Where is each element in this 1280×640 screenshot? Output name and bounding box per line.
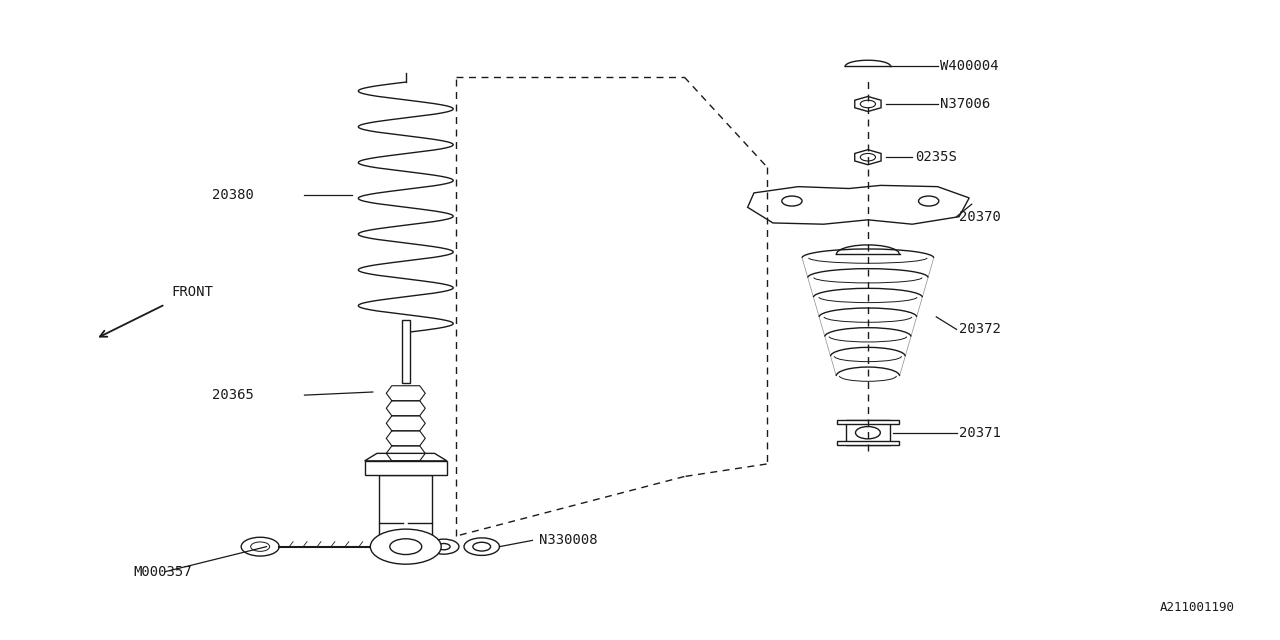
Circle shape	[919, 196, 938, 206]
Circle shape	[390, 539, 421, 554]
Text: N37006: N37006	[940, 97, 991, 111]
Circle shape	[860, 100, 876, 108]
Text: FRONT: FRONT	[172, 285, 214, 300]
Polygon shape	[855, 150, 881, 164]
Bar	[837, 442, 899, 445]
Text: N330008: N330008	[539, 533, 598, 547]
Circle shape	[241, 537, 279, 556]
Text: 20370: 20370	[959, 210, 1001, 224]
Bar	[846, 420, 890, 445]
Bar	[402, 320, 410, 383]
Circle shape	[855, 427, 881, 439]
Circle shape	[429, 539, 460, 554]
Circle shape	[438, 543, 451, 550]
Circle shape	[840, 190, 896, 218]
Circle shape	[855, 198, 881, 211]
Text: 20380: 20380	[212, 188, 253, 202]
Bar	[837, 420, 899, 424]
Text: M000357: M000357	[133, 564, 192, 579]
Bar	[860, 190, 876, 218]
Text: 20371: 20371	[959, 426, 1001, 440]
Text: W400004: W400004	[940, 60, 998, 74]
Text: 20372: 20372	[959, 323, 1001, 337]
Circle shape	[860, 154, 876, 161]
Circle shape	[782, 196, 803, 206]
Polygon shape	[365, 453, 447, 461]
Circle shape	[465, 538, 499, 556]
Text: 0235S: 0235S	[915, 150, 956, 164]
Bar	[379, 475, 433, 524]
Bar	[365, 461, 447, 475]
Circle shape	[370, 529, 442, 564]
Circle shape	[251, 542, 270, 551]
Polygon shape	[855, 97, 881, 111]
Circle shape	[472, 542, 490, 551]
Text: 20365: 20365	[212, 388, 253, 402]
Text: A211001190: A211001190	[1160, 601, 1235, 614]
Polygon shape	[748, 186, 969, 224]
